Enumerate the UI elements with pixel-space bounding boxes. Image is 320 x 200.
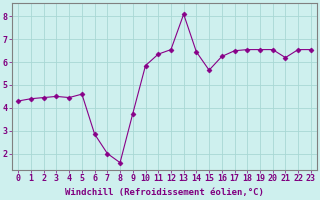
X-axis label: Windchill (Refroidissement éolien,°C): Windchill (Refroidissement éolien,°C) (65, 188, 264, 197)
